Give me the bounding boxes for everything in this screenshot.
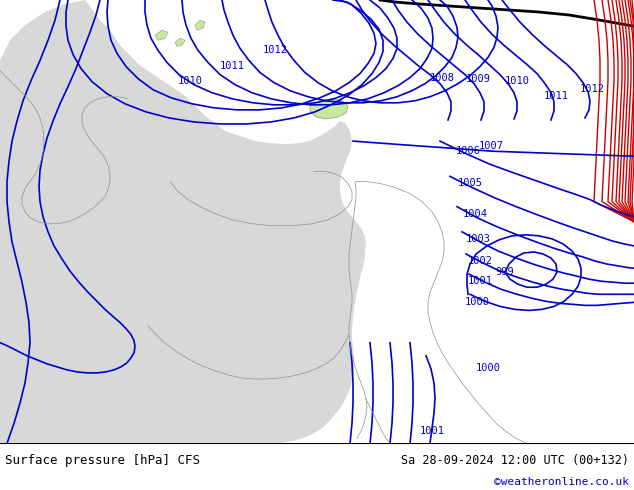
Text: 1012: 1012 [263,46,288,55]
Text: 1004: 1004 [463,209,488,219]
Text: 1006: 1006 [456,146,481,156]
Polygon shape [155,30,168,40]
Text: 1007: 1007 [479,141,504,151]
Text: 1000: 1000 [476,363,501,373]
Text: 1011: 1011 [544,91,569,101]
Polygon shape [310,99,348,119]
Text: 1002: 1002 [468,256,493,266]
Text: 1001: 1001 [468,276,493,286]
Text: 999: 999 [495,267,514,277]
Polygon shape [175,38,185,47]
Text: 1011: 1011 [220,60,245,71]
Text: 1003: 1003 [466,234,491,244]
Text: ©weatheronline.co.uk: ©weatheronline.co.uk [494,477,629,487]
Text: 1005: 1005 [458,178,483,189]
Text: 1000: 1000 [465,297,490,307]
Text: Sa 28-09-2024 12:00 UTC (00+132): Sa 28-09-2024 12:00 UTC (00+132) [401,454,629,467]
Polygon shape [195,20,205,30]
Text: 1001: 1001 [420,426,445,437]
Polygon shape [0,0,366,443]
Text: Surface pressure [hPa] CFS: Surface pressure [hPa] CFS [5,454,200,467]
Text: 1012: 1012 [580,84,605,94]
Text: 1010: 1010 [505,75,530,86]
Text: 1008: 1008 [430,73,455,83]
Text: 1010: 1010 [178,75,203,86]
Text: 1009: 1009 [466,74,491,84]
